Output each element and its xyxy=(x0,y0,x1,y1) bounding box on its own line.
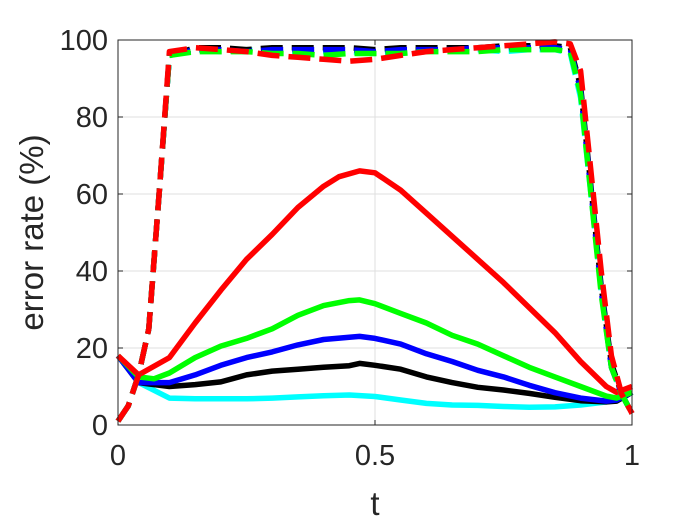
x-tick-label: 0.5 xyxy=(355,440,395,472)
solid-series-line-1 xyxy=(115,354,634,411)
solid-series-line-3 xyxy=(115,333,634,404)
y-tick-label: 40 xyxy=(76,256,108,288)
ticks xyxy=(117,39,633,426)
y-tick-label: 20 xyxy=(76,333,108,365)
solid-series-line-2 xyxy=(115,354,634,405)
dashed-series-line-8 xyxy=(115,44,635,423)
y-tick-label: 100 xyxy=(60,25,108,57)
y-tick-label: 60 xyxy=(76,179,108,211)
grid-lines xyxy=(118,40,632,425)
tick-labels: 0 0.5 1 0 20 40 60 80 100 xyxy=(60,25,640,472)
y-axis-label: error rate (%) xyxy=(13,134,50,330)
series-layer xyxy=(115,39,635,423)
x-tick-label: 0 xyxy=(110,440,126,472)
dashed-series-line-10 xyxy=(115,39,635,423)
dashed-series-line-9 xyxy=(115,46,635,423)
x-axis-label: t xyxy=(370,485,379,522)
solid-series-line-4 xyxy=(116,297,633,401)
solid-series-line-5 xyxy=(116,168,633,396)
y-tick-label: 0 xyxy=(92,410,108,442)
x-tick-label: 1 xyxy=(624,440,640,472)
y-tick-label: 80 xyxy=(76,102,108,134)
